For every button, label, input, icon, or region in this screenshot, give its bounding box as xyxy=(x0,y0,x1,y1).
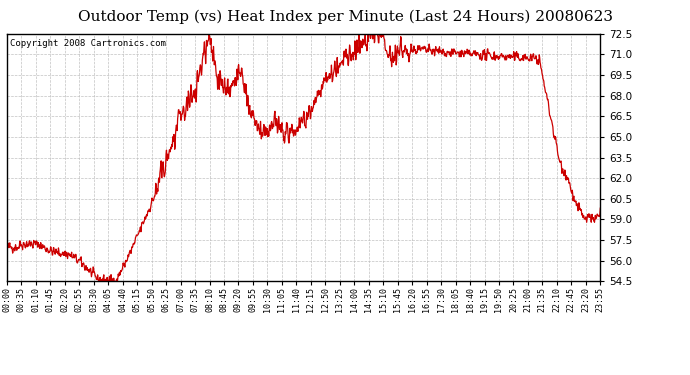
Text: Outdoor Temp (vs) Heat Index per Minute (Last 24 Hours) 20080623: Outdoor Temp (vs) Heat Index per Minute … xyxy=(77,9,613,24)
Text: Copyright 2008 Cartronics.com: Copyright 2008 Cartronics.com xyxy=(10,39,166,48)
